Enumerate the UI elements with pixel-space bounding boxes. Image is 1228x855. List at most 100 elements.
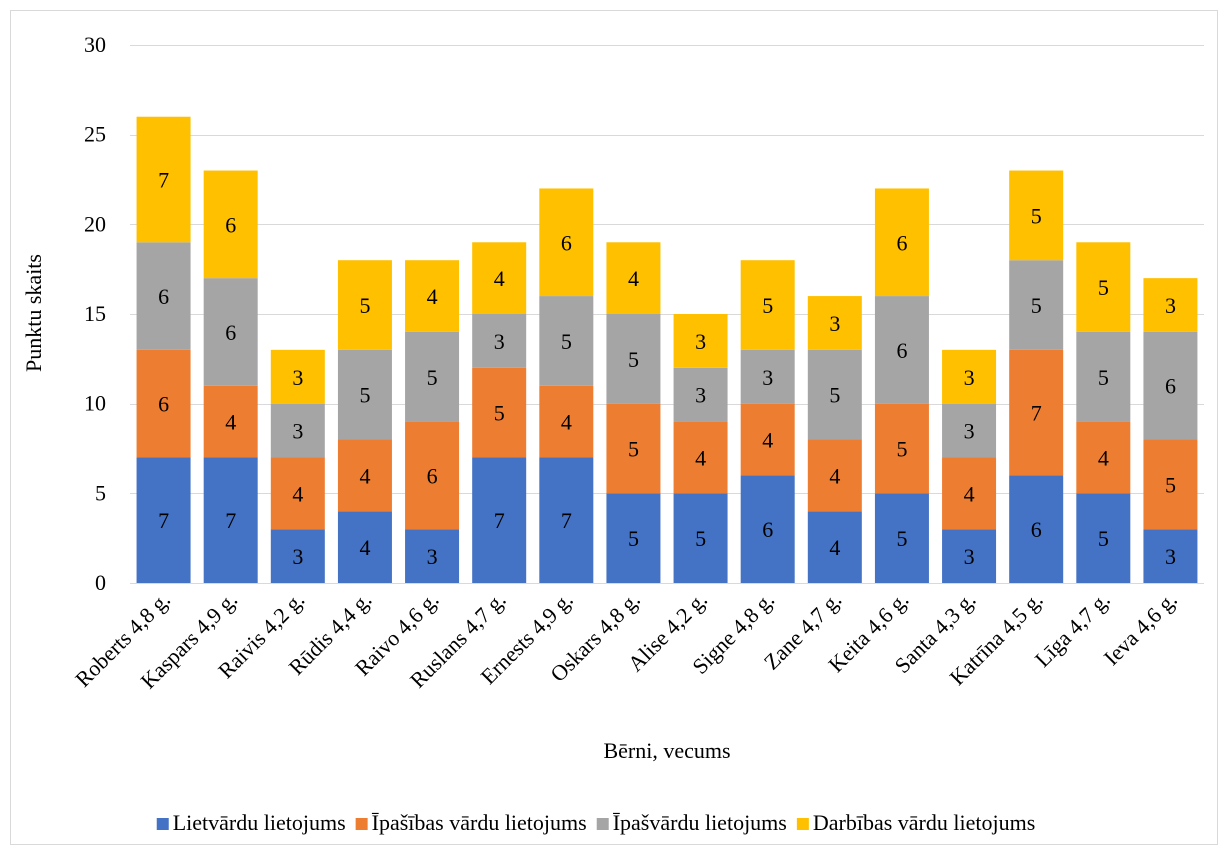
bar-segment (539, 296, 594, 386)
data-label: 4 (628, 266, 639, 291)
bar-segment (270, 457, 325, 530)
bar-segment (740, 349, 795, 404)
bar-segment (1009, 475, 1064, 583)
data-label: 6 (561, 230, 572, 255)
data-label: 5 (628, 437, 639, 462)
bar-segment (807, 511, 862, 583)
bar-segment (740, 260, 795, 350)
bar-segment (606, 242, 661, 314)
y-tick-label: 20 (84, 211, 106, 236)
data-label: 4 (829, 463, 840, 488)
legend-label: Lietvārdu lietojums (173, 810, 346, 835)
bar-segment (1076, 242, 1131, 332)
legend: Lietvārdu lietojums Īpašības vārdu lietoj… (156, 810, 1035, 835)
data-label: 5 (1031, 293, 1042, 318)
bar-segment (874, 188, 929, 297)
data-label: 5 (896, 437, 907, 462)
bar-segment (673, 421, 728, 494)
legend-label: Darbības vārdu lietojums (813, 810, 1035, 835)
bar-segment (1143, 529, 1198, 583)
bar-segment (942, 457, 997, 530)
legend-item: Īpašvārdu lietojums (596, 810, 787, 835)
data-label: 4 (561, 410, 572, 435)
bar-segment (136, 457, 191, 583)
bar-segment (136, 116, 191, 243)
bar-segment (539, 457, 594, 583)
legend-item: Darbības vārdu lietojums (796, 810, 1035, 835)
bar-segment (673, 367, 728, 422)
bar-segment (1009, 170, 1064, 261)
bar-segment (270, 349, 325, 404)
data-label: 5 (427, 365, 438, 390)
bar-segment (136, 242, 191, 350)
bar-segment (270, 403, 325, 458)
data-label: 5 (896, 526, 907, 551)
bar-segment (405, 421, 460, 530)
bar-segment (203, 457, 258, 583)
bar-segment (1076, 331, 1131, 422)
bar-segment (673, 493, 728, 583)
legend-swatch (156, 818, 169, 830)
data-label: 5 (1031, 203, 1042, 228)
bar-segment (942, 403, 997, 458)
data-label: 3 (427, 544, 438, 569)
data-label: 5 (359, 293, 370, 318)
data-label: 4 (494, 266, 505, 291)
bar-segment (337, 349, 392, 440)
bar-segment (539, 385, 594, 458)
x-axis-title: Bērni, vecums (603, 738, 730, 763)
data-label: 5 (628, 526, 639, 551)
data-label: 4 (359, 463, 370, 488)
bar-segment (1076, 493, 1131, 583)
legend-swatch (355, 818, 368, 830)
y-tick-label: 15 (84, 301, 106, 326)
bar-segment (472, 457, 527, 583)
data-label: 3 (292, 365, 303, 390)
y-axis-ticks: 0 5 10 15 20 25 30 (84, 32, 106, 595)
data-label: 5 (1098, 365, 1109, 390)
data-label: 4 (225, 410, 236, 435)
legend-label: Īpašvārdu lietojums (613, 810, 787, 835)
y-tick-label: 10 (84, 391, 106, 416)
bar-segment (1009, 349, 1064, 476)
bar-segment (203, 278, 258, 386)
bar-segment (405, 331, 460, 422)
data-label: 5 (359, 383, 370, 408)
y-tick-label: 25 (84, 122, 106, 147)
bar-segment (942, 349, 997, 404)
data-label: 6 (158, 284, 169, 309)
bar-segment (606, 403, 661, 494)
bar-segment (405, 260, 460, 332)
data-label: 3 (964, 544, 975, 569)
bar-segment (874, 296, 929, 404)
data-label: 6 (1031, 517, 1042, 542)
data-label: 7 (561, 508, 572, 533)
data-label: 5 (1098, 526, 1109, 551)
data-label: 7 (158, 168, 169, 193)
data-label: 5 (494, 401, 505, 426)
bar-segment (270, 529, 325, 583)
data-label: 6 (225, 320, 236, 345)
bar-segment (1143, 331, 1198, 440)
data-label: 4 (762, 428, 773, 453)
data-label: 5 (829, 383, 840, 408)
legend-swatch (796, 818, 809, 830)
data-label: 4 (292, 481, 303, 506)
x-tick-label: Ieva 4,6 g. (1099, 587, 1182, 670)
data-label: 3 (1165, 544, 1176, 569)
bar-segment (472, 314, 527, 368)
bar-segment (539, 188, 594, 297)
bar-segment (740, 403, 795, 476)
bar-segment (203, 385, 258, 458)
bar-segment (1143, 439, 1198, 530)
data-label: 3 (695, 383, 706, 408)
y-tick-label: 5 (95, 480, 106, 505)
bar-segment (136, 349, 191, 458)
data-label: 5 (695, 526, 706, 551)
data-label: 4 (359, 535, 370, 560)
bar-segment (606, 314, 661, 404)
bar-segment (203, 170, 258, 279)
bar-segment (1009, 260, 1064, 350)
legend-label: Īpašības vārdu lietojums (372, 810, 587, 835)
